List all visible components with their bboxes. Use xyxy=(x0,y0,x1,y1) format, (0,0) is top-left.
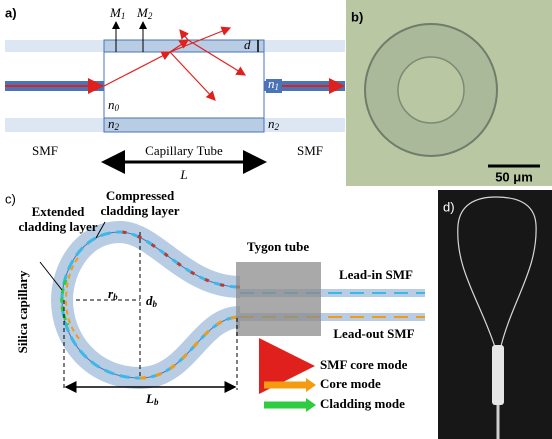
silica-label: Silica capillary xyxy=(15,270,30,353)
legend-label: SMF core mode xyxy=(320,357,408,372)
compressed-label: cladding layer xyxy=(100,203,179,218)
panel-label: b) xyxy=(351,9,363,24)
lb-label: Lb xyxy=(145,391,159,407)
sub: b xyxy=(153,299,158,309)
smf-label: SMF xyxy=(32,143,58,158)
capillary-label: Capillary Tube xyxy=(145,143,223,158)
sub: b xyxy=(113,292,118,302)
n0-label: n0 xyxy=(108,97,120,113)
sub: 2 xyxy=(115,122,120,132)
shape xyxy=(180,30,188,40)
m1-label: M1 xyxy=(109,5,125,21)
shape xyxy=(104,52,170,86)
panel-c: c) Extended cladding layer Compressed cl… xyxy=(5,188,425,412)
capillary-inner xyxy=(398,57,464,123)
figure: a) M1 M2 d n0 n2 n1 n2 SMF Capillary Tub… xyxy=(0,0,552,439)
legend-label: Cladding mode xyxy=(320,396,405,411)
page-body: a) M1 M2 d n0 n2 n1 n2 SMF Capillary Tub… xyxy=(0,0,552,439)
sub: 1 xyxy=(121,11,126,21)
rb-label: rb xyxy=(108,286,118,302)
panel-label: d) xyxy=(443,199,455,214)
panel-a: a) M1 M2 d n0 n2 n1 n2 SMF Capillary Tub… xyxy=(5,5,345,182)
panel-label: c) xyxy=(5,191,16,206)
shape xyxy=(306,378,316,392)
tube xyxy=(492,345,504,405)
extended-label: cladding layer xyxy=(18,219,97,234)
length-label: L xyxy=(179,167,187,182)
lead-in-label: Lead-in SMF xyxy=(339,267,413,282)
sub: 2 xyxy=(275,122,280,132)
sub: 1 xyxy=(275,82,280,92)
capillary-wall-bottom xyxy=(104,118,264,132)
panel-d: d) xyxy=(438,190,552,439)
sub: 2 xyxy=(148,11,153,21)
lead-out-label: Lead-out SMF xyxy=(333,326,414,341)
legend-label: Core mode xyxy=(320,376,381,391)
shape xyxy=(170,52,215,100)
shape xyxy=(306,398,316,412)
sub: 0 xyxy=(115,103,120,113)
smf-label: SMF xyxy=(297,143,323,158)
rays xyxy=(104,28,245,100)
tygon-tube xyxy=(236,262,321,336)
panel-label: a) xyxy=(5,5,17,20)
page: {"panel_a":{"label":"a)","m1":{"base":"M… xyxy=(0,0,552,439)
compressed-label: Compressed xyxy=(106,188,175,203)
sym: L xyxy=(145,391,154,406)
legend xyxy=(264,366,316,412)
sub: b xyxy=(154,397,159,407)
m2-label: M2 xyxy=(136,5,153,21)
d-label: d xyxy=(244,37,251,52)
tygon-label: Tygon tube xyxy=(247,239,309,254)
extended-label: Extended xyxy=(32,204,86,219)
panel-b: b) 50 μm xyxy=(346,0,552,186)
db-label: db xyxy=(146,293,158,309)
scale-label: 50 μm xyxy=(495,169,533,184)
